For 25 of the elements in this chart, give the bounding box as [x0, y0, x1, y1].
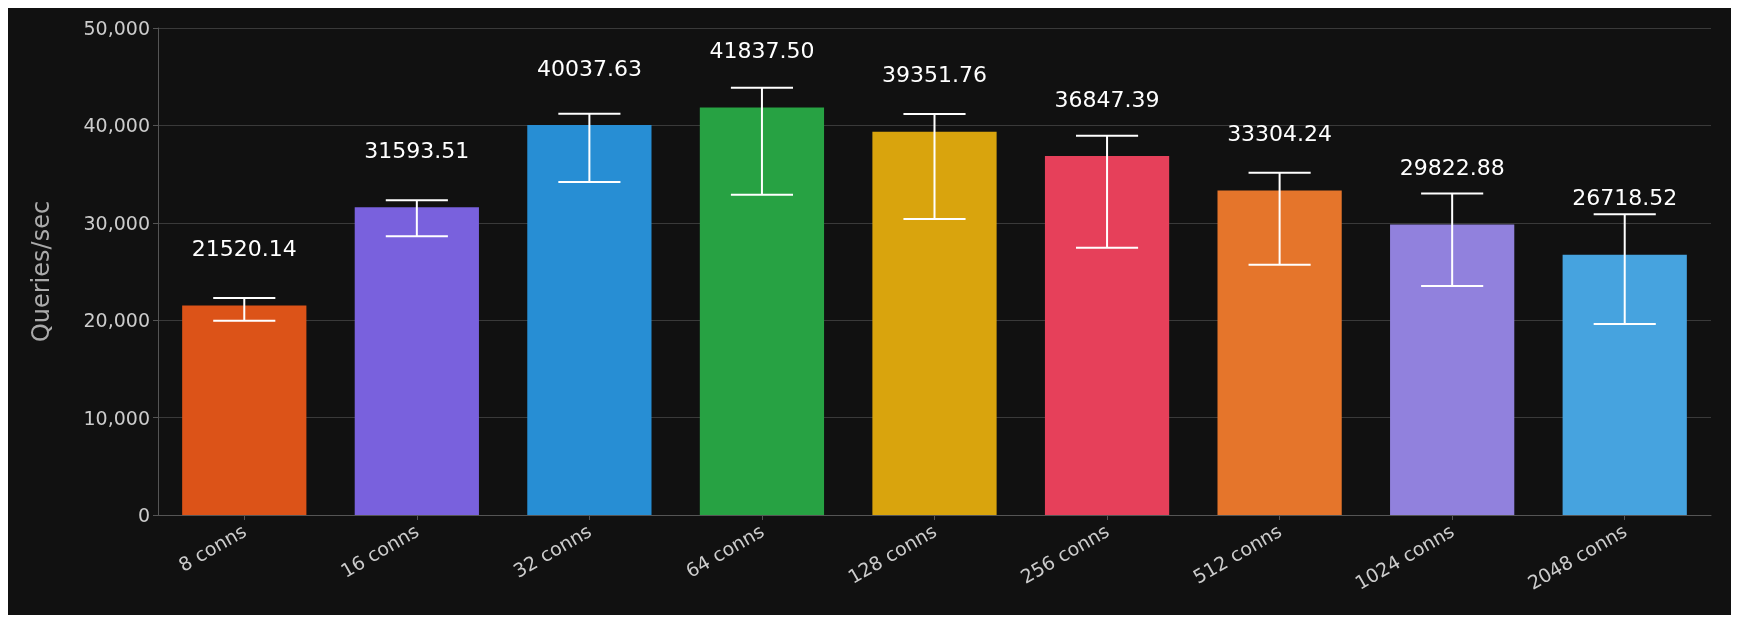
y-tick-label: 50,000 [83, 17, 150, 39]
y-tick-label: 30,000 [83, 211, 150, 234]
bar [182, 305, 307, 515]
data-label: 40037.63 [536, 55, 642, 81]
data-label: 36847.39 [1054, 86, 1160, 112]
y-axis-title: Queries/sec [27, 200, 55, 343]
bar [1390, 224, 1515, 515]
bar [1217, 190, 1342, 515]
data-label: 39351.76 [882, 62, 987, 88]
data-label: 33304.24 [1227, 121, 1333, 147]
bar [699, 107, 825, 515]
bar [354, 207, 479, 515]
bar [872, 131, 997, 515]
bar [527, 125, 652, 515]
y-tick-label: 0 [137, 504, 150, 526]
data-label: 31593.51 [364, 137, 470, 163]
y-tick-label: 10,000 [83, 406, 150, 429]
bar [1044, 156, 1170, 515]
y-tick-label: 40,000 [83, 114, 150, 137]
data-label: 21520.14 [191, 235, 297, 261]
data-label: 26718.52 [1572, 185, 1678, 211]
bar [1562, 254, 1687, 515]
y-tick-label: 20,000 [83, 309, 150, 332]
data-label: 41837.50 [709, 38, 815, 63]
data-label: 29822.88 [1399, 155, 1505, 181]
